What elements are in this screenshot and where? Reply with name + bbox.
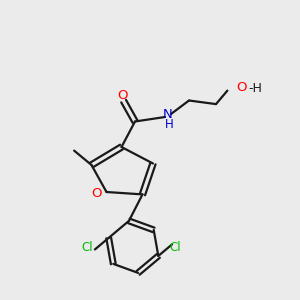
- Text: Cl: Cl: [82, 242, 93, 254]
- Text: H: H: [165, 118, 174, 131]
- Text: -H: -H: [248, 82, 262, 95]
- Text: O: O: [236, 81, 246, 94]
- Text: N: N: [163, 107, 172, 121]
- Text: O: O: [92, 187, 102, 200]
- Text: O: O: [117, 89, 128, 102]
- Text: Cl: Cl: [169, 241, 181, 254]
